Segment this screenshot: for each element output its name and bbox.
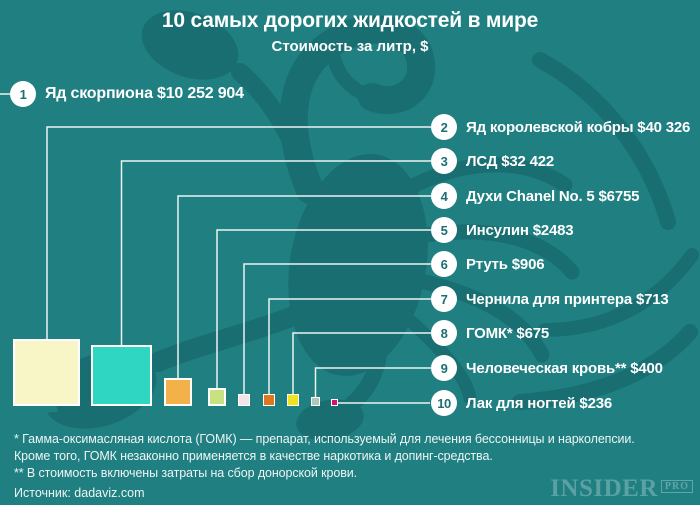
value-square-rank-9 — [311, 397, 320, 406]
item-label: ЛСД $32 422 — [466, 152, 555, 170]
item-label: Яд скорпиона $10 252 904 — [45, 85, 244, 102]
rank-badge: 1 — [10, 81, 36, 107]
value-square-rank-2 — [13, 339, 80, 406]
logo-pro-badge: PRO — [660, 480, 693, 493]
legend-item-9: 9 Человеческая кровь** $400 — [431, 355, 663, 381]
rank-badge: 9 — [431, 355, 457, 381]
logo-wordmark: INSIDER — [550, 475, 658, 502]
legend-item-10: 10 Лак для ногтей $236 — [431, 390, 612, 416]
legend-item-4: 4 Духи Chanel No. 5 $6755 — [431, 183, 639, 209]
value-square-rank-6 — [238, 394, 250, 406]
rank-badge: 3 — [431, 148, 457, 174]
insider-pro-logo: INSIDER PRO — [550, 475, 693, 502]
connector-item-4 — [177, 195, 431, 379]
source-credit: Источник: dadaviz.com — [14, 486, 145, 500]
legend-item-2: 2 Яд королевской кобры $40 326 — [431, 114, 690, 140]
rank-badge: 5 — [431, 217, 457, 243]
item-label: Инсулин $2483 — [466, 221, 574, 239]
value-square-rank-3 — [91, 345, 152, 406]
value-square-rank-5 — [208, 388, 226, 406]
value-square-rank-10 — [331, 399, 338, 406]
legend-item-8: 8 ГОМК* $675 — [431, 320, 549, 346]
item-label: Человеческая кровь** $400 — [466, 359, 663, 377]
item-label: Яд королевской кобры $40 326 — [466, 118, 691, 136]
footnote-line-3: ** В стоимость включены затраты на сбор … — [14, 466, 358, 480]
page-title: 10 самых дорогих жидкостей в мире — [161, 9, 539, 32]
connector-item-6 — [243, 263, 431, 395]
rank-badge: 8 — [431, 320, 457, 346]
item-label: ГОМК* $675 — [466, 324, 549, 342]
footnote-line-1: * Гамма-оксимасляная кислота (ГОМК) — пр… — [14, 432, 635, 446]
value-square-rank-7 — [263, 394, 275, 406]
rank-badge: 2 — [431, 114, 457, 140]
connector-item-2 — [46, 126, 431, 340]
item-label: Чернила для принтера $713 — [466, 290, 669, 308]
connector-item-8 — [292, 332, 431, 395]
connector-item-5 — [216, 229, 431, 389]
legend-item-6: 6 Ртуть $906 — [431, 251, 545, 277]
rank-badge: 10 — [431, 390, 457, 416]
value-square-rank-8 — [287, 394, 299, 406]
legend-item-3: 3 ЛСД $32 422 — [431, 148, 554, 174]
rank-badge: 7 — [431, 286, 457, 312]
legend-item-1: 1 Яд скорпиона $10 252 904 — [10, 81, 244, 107]
legend-item-7: 7 Чернила для принтера $713 — [431, 286, 669, 312]
value-square-rank-4 — [164, 378, 192, 406]
footnotes: * Гамма-оксимасляная кислота (ГОМК) — пр… — [14, 431, 635, 482]
footnote-line-2: Кроме того, ГОМК незаконно применяется в… — [14, 449, 493, 463]
rank-badge: 4 — [431, 183, 457, 209]
connector-item-7 — [268, 298, 431, 395]
item-label: Ртуть $906 — [466, 255, 545, 273]
connector-item-9 — [314, 367, 431, 398]
item-label: Духи Chanel No. 5 $6755 — [466, 187, 640, 205]
rank-badge: 6 — [431, 251, 457, 277]
page-subtitle: Стоимость за литр, $ — [271, 38, 429, 55]
legend-item-5: 5 Инсулин $2483 — [431, 217, 574, 243]
connector-item-3 — [120, 160, 431, 346]
item-label: Лак для ногтей $236 — [466, 394, 613, 412]
